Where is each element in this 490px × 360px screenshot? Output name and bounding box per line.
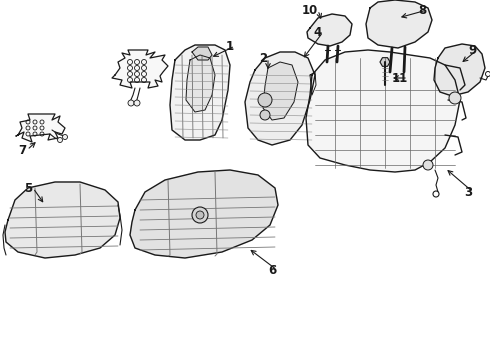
Polygon shape [192, 47, 212, 60]
Text: 3: 3 [464, 185, 472, 198]
Text: 2: 2 [259, 51, 267, 64]
Text: 4: 4 [314, 26, 322, 39]
Text: 7: 7 [18, 144, 26, 157]
Text: 1: 1 [226, 40, 234, 53]
Circle shape [260, 110, 270, 120]
Circle shape [63, 135, 68, 139]
Text: 8: 8 [418, 4, 426, 17]
Text: 5: 5 [24, 181, 32, 194]
Polygon shape [5, 182, 120, 258]
Polygon shape [306, 50, 460, 172]
Polygon shape [434, 44, 485, 96]
Polygon shape [112, 50, 168, 88]
Polygon shape [130, 170, 278, 258]
Polygon shape [380, 58, 390, 66]
Circle shape [423, 160, 433, 170]
Polygon shape [366, 0, 432, 48]
Polygon shape [170, 45, 230, 140]
Polygon shape [16, 114, 65, 142]
Polygon shape [307, 14, 352, 46]
Text: 10: 10 [302, 4, 318, 17]
Circle shape [486, 72, 490, 77]
Text: 9: 9 [468, 44, 476, 57]
Polygon shape [245, 52, 315, 145]
Circle shape [134, 100, 140, 106]
Text: 11: 11 [392, 72, 408, 85]
Circle shape [258, 93, 272, 107]
Circle shape [196, 211, 204, 219]
Circle shape [192, 207, 208, 223]
Text: 6: 6 [268, 264, 276, 276]
Circle shape [57, 138, 63, 143]
Polygon shape [186, 55, 215, 112]
Circle shape [128, 100, 134, 106]
Polygon shape [263, 62, 298, 120]
Circle shape [433, 191, 439, 197]
Circle shape [449, 92, 461, 104]
